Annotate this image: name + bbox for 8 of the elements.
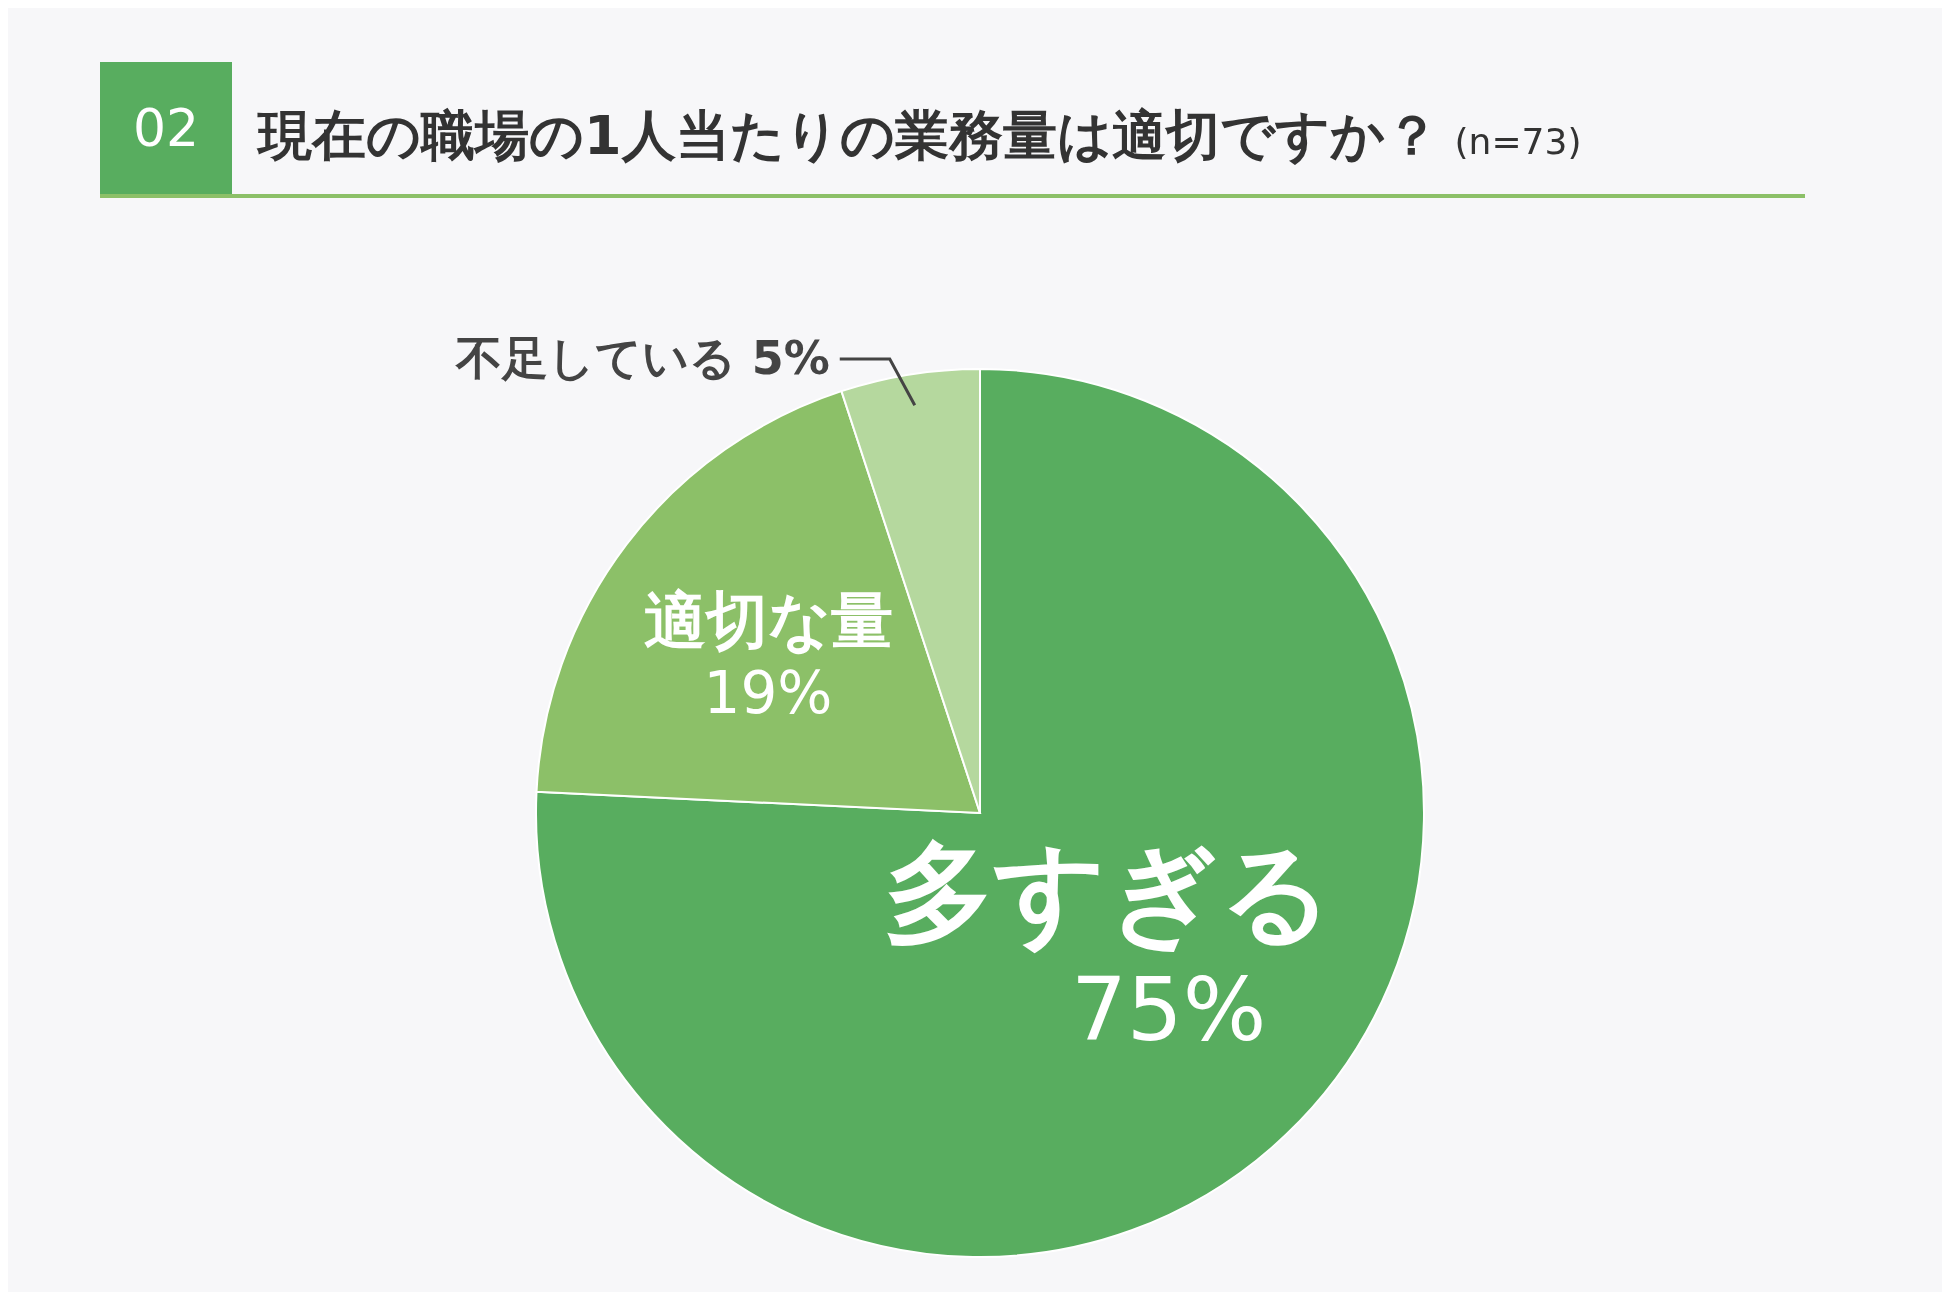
data-label: 19% — [703, 658, 833, 727]
slice-label: 不足している 5% — [454, 331, 830, 385]
chart-title: 現在の職場の1人当たりの業務量は適切ですか？ — [258, 104, 1439, 167]
text: (n=73) — [1454, 121, 1582, 162]
slice-label: 適切な量 — [643, 584, 893, 658]
data-label: 75% — [1070, 958, 1267, 1062]
slice-label: 多すぎる — [884, 829, 1334, 958]
text: 02 — [100, 62, 232, 194]
